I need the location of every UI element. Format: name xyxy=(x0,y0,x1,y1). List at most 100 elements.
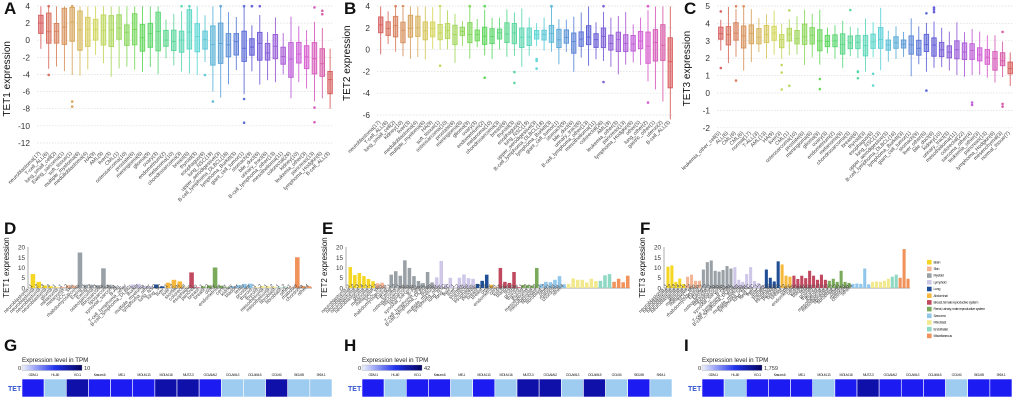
svg-text:20: 20 xyxy=(654,245,662,252)
svg-text:MUTZ-3: MUTZ-3 xyxy=(863,373,874,377)
svg-text:MUTZ-3: MUTZ-3 xyxy=(183,373,194,377)
svg-text:Lung: Lung xyxy=(934,287,941,291)
svg-text:SIG-M5: SIG-M5 xyxy=(634,373,644,377)
svg-text:10: 10 xyxy=(84,366,90,372)
svg-text:TET3 expression: TET3 expression xyxy=(638,237,647,297)
svg-text:ME-1: ME-1 xyxy=(458,373,465,377)
svg-text:B: B xyxy=(344,0,356,18)
svg-text:TET2 expression: TET2 expression xyxy=(320,237,329,297)
svg-text:HL-60: HL-60 xyxy=(51,373,59,377)
svg-text:1: 1 xyxy=(705,71,710,81)
svg-text:HL-60: HL-60 xyxy=(391,373,399,377)
svg-text:KO-1: KO-1 xyxy=(754,373,761,377)
svg-text:SKM-1: SKM-1 xyxy=(317,373,326,377)
svg-text:I: I xyxy=(684,336,689,355)
svg-text:5: 5 xyxy=(657,275,661,282)
svg-text:4: 4 xyxy=(25,1,30,11)
svg-text:42: 42 xyxy=(424,366,430,372)
svg-text:0: 0 xyxy=(705,88,710,98)
svg-text:OCI-AML3: OCI-AML3 xyxy=(906,373,920,377)
svg-text:Breast, female reproductive sy: Breast, female reproductive system xyxy=(934,301,979,305)
svg-text:D: D xyxy=(4,219,16,238)
svg-text:OCI-AML2: OCI-AML2 xyxy=(544,373,558,377)
svg-text:Expression level in TPM: Expression level in TPM xyxy=(22,357,88,364)
svg-text:0: 0 xyxy=(18,366,21,372)
svg-text:Expression level in TPM: Expression level in TPM xyxy=(702,357,768,364)
svg-text:SKM-1: SKM-1 xyxy=(997,373,1006,377)
svg-text:OCI-AML5: OCI-AML5 xyxy=(588,373,602,377)
svg-text:-2: -2 xyxy=(703,123,711,133)
svg-text:-12: -12 xyxy=(18,138,30,148)
svg-text:C: C xyxy=(684,0,696,18)
svg-text:Endothelial: Endothelial xyxy=(934,327,949,331)
svg-text:15: 15 xyxy=(18,255,26,262)
svg-text:SKM-1: SKM-1 xyxy=(657,373,666,377)
svg-text:MOLM-16: MOLM-16 xyxy=(500,373,513,377)
svg-text:GDM-1: GDM-1 xyxy=(28,373,38,377)
svg-text:H: H xyxy=(344,336,356,355)
svg-text:Lymphoid: Lymphoid xyxy=(934,280,947,284)
svg-text:5: 5 xyxy=(339,275,343,282)
svg-text:2: 2 xyxy=(705,53,710,63)
svg-text:GDM-1: GDM-1 xyxy=(708,373,718,377)
svg-text:Skin: Skin xyxy=(934,267,940,271)
svg-text:OCI-AML5: OCI-AML5 xyxy=(248,373,262,377)
svg-text:Miscellaneous: Miscellaneous xyxy=(934,334,953,338)
svg-text:Sarcoma: Sarcoma xyxy=(934,314,946,318)
svg-text:-1: -1 xyxy=(703,105,711,115)
svg-text:TET1 expression: TET1 expression xyxy=(2,237,11,297)
svg-text:-6: -6 xyxy=(23,87,31,97)
svg-text:Myeloid: Myeloid xyxy=(934,274,944,278)
svg-text:5: 5 xyxy=(705,1,710,11)
svg-text:TET3 expression: TET3 expression xyxy=(682,31,693,107)
svg-text:Brain: Brain xyxy=(934,260,941,264)
svg-text:1,759: 1,759 xyxy=(764,366,778,372)
svg-text:ME-1: ME-1 xyxy=(798,373,805,377)
svg-text:2: 2 xyxy=(25,18,30,28)
svg-text:15: 15 xyxy=(336,255,344,262)
svg-text:3: 3 xyxy=(705,36,710,46)
svg-text:4: 4 xyxy=(705,18,710,28)
svg-text:Kasumi-6: Kasumi-6 xyxy=(774,373,786,377)
svg-text:-8: -8 xyxy=(23,104,31,114)
svg-text:10: 10 xyxy=(654,265,662,272)
svg-text:MOLM-13: MOLM-13 xyxy=(817,373,830,377)
svg-text:OCI-AML3: OCI-AML3 xyxy=(226,373,240,377)
svg-text:0: 0 xyxy=(365,45,370,55)
svg-text:Renal, urinary, male reproduct: Renal, urinary, male reproductive system xyxy=(934,307,986,311)
svg-text:OCI-AML5: OCI-AML5 xyxy=(928,373,942,377)
svg-text:SIG-M5: SIG-M5 xyxy=(974,373,984,377)
svg-text:10: 10 xyxy=(336,265,344,272)
svg-text:HL-60: HL-60 xyxy=(731,373,739,377)
svg-text:TET1 expression: TET1 expression xyxy=(2,41,13,117)
svg-text:5: 5 xyxy=(21,275,25,282)
svg-text:MOLM-16: MOLM-16 xyxy=(840,373,853,377)
svg-text:2: 2 xyxy=(365,23,370,33)
svg-text:MOLM-13: MOLM-13 xyxy=(477,373,490,377)
svg-text:ME-1: ME-1 xyxy=(118,373,125,377)
svg-text:-4: -4 xyxy=(363,88,371,98)
svg-text:KO-1: KO-1 xyxy=(74,373,81,377)
svg-text:10: 10 xyxy=(18,265,26,272)
svg-text:MOLM-13: MOLM-13 xyxy=(137,373,150,377)
svg-text:Fibroblast: Fibroblast xyxy=(934,321,947,325)
svg-text:OCI-M1: OCI-M1 xyxy=(272,373,282,377)
svg-text:15: 15 xyxy=(654,255,662,262)
svg-text:KO-1: KO-1 xyxy=(414,373,421,377)
svg-text:Kasumi-6: Kasumi-6 xyxy=(94,373,106,377)
svg-text:OCI-AML3: OCI-AML3 xyxy=(566,373,580,377)
svg-text:20: 20 xyxy=(336,245,344,252)
svg-text:OCI-M1: OCI-M1 xyxy=(952,373,962,377)
svg-text:0: 0 xyxy=(25,35,30,45)
svg-text:OCI-AML2: OCI-AML2 xyxy=(884,373,898,377)
svg-text:4: 4 xyxy=(365,1,370,11)
svg-text:OCI-AML2: OCI-AML2 xyxy=(204,373,218,377)
svg-text:-2: -2 xyxy=(23,52,31,62)
svg-text:Abdominal: Abdominal xyxy=(934,294,948,298)
svg-text:Kasumi-6: Kasumi-6 xyxy=(434,373,446,377)
svg-text:-10: -10 xyxy=(18,121,30,131)
svg-text:MOLM-16: MOLM-16 xyxy=(160,373,173,377)
svg-text:G: G xyxy=(4,336,17,355)
svg-text:OCI-M1: OCI-M1 xyxy=(612,373,622,377)
svg-text:A: A xyxy=(4,0,16,18)
